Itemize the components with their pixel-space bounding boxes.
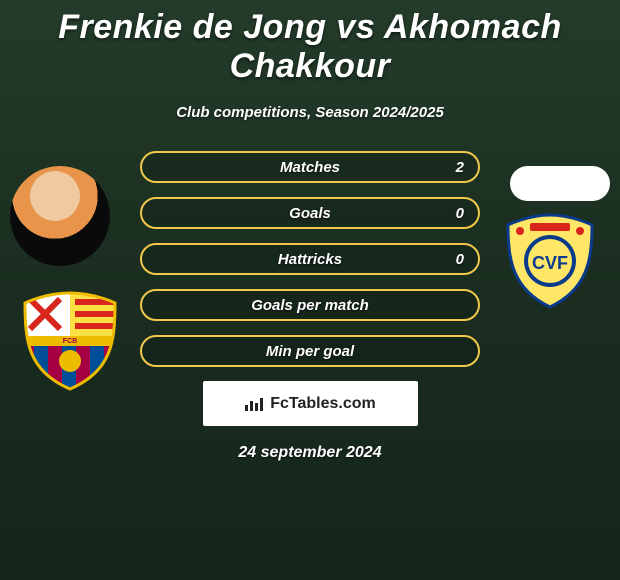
watermark-badge: FcTables.com — [203, 381, 418, 426]
stat-row: Goals 0 — [140, 197, 480, 229]
subtitle: Club competitions, Season 2024/2025 — [0, 104, 620, 121]
barcelona-crest-icon: FCB — [20, 291, 120, 391]
svg-text:CVF: CVF — [532, 253, 568, 273]
stat-row: Hattricks 0 — [140, 243, 480, 275]
player-photo-right-placeholder — [510, 166, 610, 201]
player-photo-left — [10, 166, 110, 266]
stat-row: Goals per match — [140, 289, 480, 321]
stat-label: Min per goal — [266, 343, 354, 360]
villarreal-crest-icon: CVF — [500, 211, 600, 311]
page-title: Frenkie de Jong vs Akhomach Chakkour — [0, 0, 620, 86]
stat-value-right: 2 — [456, 159, 464, 176]
stat-rows: Matches 2 Goals 0 Hattricks 0 Goals per … — [140, 151, 480, 367]
date-text: 24 september 2024 — [0, 444, 620, 462]
stat-label: Hattricks — [278, 251, 342, 268]
bar-chart-icon — [244, 396, 264, 412]
stat-row: Matches 2 — [140, 151, 480, 183]
stat-row: Min per goal — [140, 335, 480, 367]
svg-text:FCB: FCB — [63, 338, 77, 345]
club-crest-left: FCB — [20, 291, 120, 391]
stat-value-right: 0 — [456, 205, 464, 222]
stat-label: Goals — [289, 205, 331, 222]
stat-value-right: 0 — [456, 251, 464, 268]
comparison-panel: FCB CVF Matches 2 Goals 0 Hattricks 0 Go… — [0, 151, 620, 462]
club-crest-right: CVF — [500, 211, 600, 311]
stat-label: Matches — [280, 159, 340, 176]
watermark-text: FcTables.com — [270, 395, 376, 413]
stat-label: Goals per match — [251, 297, 369, 314]
